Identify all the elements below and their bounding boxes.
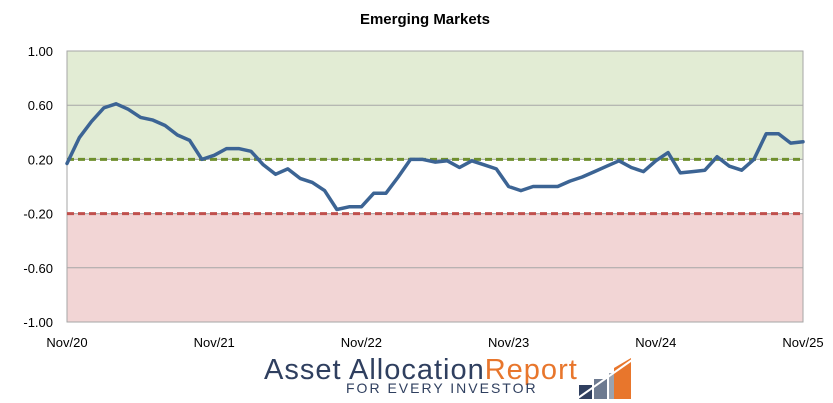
data-point [213,154,215,156]
data-point [348,206,350,208]
data-point [91,120,93,122]
data-point [643,171,645,173]
asset-allocation-report-logo: Asset AllocationReport FOR EVERY INVESTO… [264,354,633,399]
data-point [385,192,387,194]
data-point [422,158,424,160]
data-point [679,172,681,174]
data-point [692,171,694,173]
data-point [544,186,546,187]
data-point [532,186,534,187]
x-tick-label: Nov/21 [194,335,235,350]
data-point [176,134,178,136]
x-axis: Nov/20 Nov/21 Nov/22 Nov/23 Nov/24 Nov/25 [46,335,823,350]
data-point [201,158,203,160]
logo-text-main: Asset Allocation [264,354,485,386]
x-tick-label: Nov/22 [341,335,382,350]
data-point [164,125,166,127]
data-point [581,176,583,178]
data-point [287,168,289,170]
data-point [262,164,264,166]
data-point [741,169,743,171]
data-point [103,107,105,109]
data-point [360,206,362,208]
x-tick-label: Nov/24 [635,335,676,350]
data-point [127,108,129,110]
data-point [397,176,399,178]
data-point [704,169,706,171]
chart-title: Emerging Markets [360,11,490,28]
data-point [66,162,68,164]
data-point [655,160,657,162]
data-point [630,167,632,169]
data-point [409,158,411,160]
data-point [373,192,375,194]
data-point [593,171,595,173]
y-tick-label: 0.60 [28,98,53,113]
plot-area [65,50,805,323]
y-tick-label: 1.00 [28,44,53,59]
data-point [483,164,485,166]
data-point [434,161,436,163]
data-point [311,181,313,183]
x-tick-label: Nov/20 [46,335,87,350]
y-tick-label: 0.20 [28,152,53,167]
data-point [336,209,338,211]
data-point [728,165,730,167]
data-point [250,150,252,152]
x-tick-label: Nov/23 [488,335,529,350]
data-point [189,139,191,141]
y-tick-label: -1.00 [23,315,53,330]
data-point [115,103,117,105]
y-tick-label: -0.60 [23,261,53,276]
data-point [152,119,154,121]
data-point [716,156,718,158]
data-point [777,133,779,135]
data-point [299,177,301,179]
data-point [606,165,608,167]
logo-bars-icon [577,358,633,399]
y-axis: 1.00 0.60 0.20 -0.20 -0.60 -1.00 [23,44,53,330]
data-point [459,167,461,169]
data-point [802,141,804,143]
svg-text:Asset AllocationReport: Asset AllocationReport [264,354,578,386]
data-point [557,186,559,187]
data-point [790,142,792,144]
neutral-zone [67,159,803,214]
logo-tagline: FOR EVERY INVESTOR [346,380,538,396]
plot-border [66,50,804,323]
data-point [753,158,755,160]
data-point [140,116,142,118]
data-point [446,160,448,162]
data-point [275,173,277,175]
data-point [225,148,227,150]
data-point [618,160,620,162]
y-tick-label: -0.20 [23,207,53,222]
data-point [667,152,669,154]
data-point [495,168,497,170]
logo-text-report: Report [485,354,578,386]
data-point [471,160,473,162]
data-point [238,148,240,150]
data-point [765,133,767,135]
x-tick-label: Nov/25 [782,335,823,350]
data-point [324,190,326,192]
data-point [520,190,522,192]
data-point [78,137,80,139]
data-point [569,180,571,182]
data-point [508,186,510,187]
